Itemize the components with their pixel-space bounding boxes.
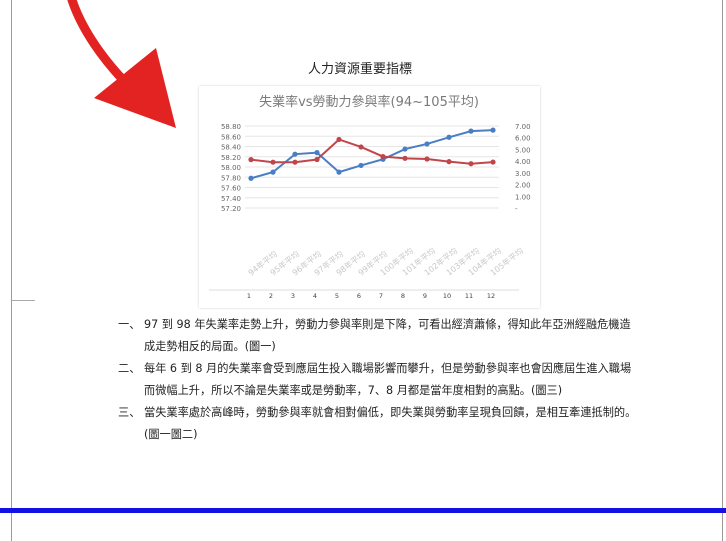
index-tick-label: 4 xyxy=(313,292,317,300)
data-point xyxy=(490,127,496,133)
chart-title: 失業率vs勞動力參與率(94~105平均) xyxy=(259,94,479,110)
paragraph-1: 一、 97 到 98 年失業率走勢上升，勞動力參與率則是下降，可看出經濟蕭條，得… xyxy=(118,314,638,358)
left-axis-tick-label: 57.60 xyxy=(221,185,241,193)
paragraph-number: 二、 xyxy=(118,362,141,375)
paragraph-text: 每年 6 到 8 月的失業率會受到應屆生投入職場影響而攀升，但是勞動參與率也會因… xyxy=(144,362,632,397)
data-point xyxy=(336,136,342,143)
left-axis-tick-label: 57.20 xyxy=(221,205,241,213)
series-line xyxy=(250,129,494,180)
left-axis-tick-label: 58.40 xyxy=(221,144,241,152)
data-point xyxy=(424,141,430,147)
index-tick-label: 6 xyxy=(357,292,361,300)
right-axis-tick-label: 6.00 xyxy=(515,135,531,143)
paragraph-number: 一、 xyxy=(118,318,141,331)
index-tick-label: 3 xyxy=(291,292,295,300)
left-axis-tick-label: 58.80 xyxy=(221,123,241,131)
right-axis-tick-label: - xyxy=(515,205,518,213)
left-axis-tick-label: 57.40 xyxy=(221,195,241,203)
left-axis-tick-label: 58.00 xyxy=(221,164,241,172)
body-text: 一、 97 到 98 年失業率走勢上升，勞動力參與率則是下降，可看出經濟蕭條，得… xyxy=(118,314,638,446)
left-axis-tick-label: 58.60 xyxy=(221,133,241,141)
data-point xyxy=(292,159,298,165)
paragraph-text: 97 到 98 年失業率走勢上升，勞動力參與率則是下降，可看出經濟蕭條，得知此年… xyxy=(144,318,631,353)
index-tick-label: 2 xyxy=(269,292,273,300)
paragraph-3: 三、 當失業率處於高峰時，勞動參與率就會相對偏低，即失業與勞動率呈現負回饋，是相… xyxy=(118,402,638,446)
left-axis-tick-label: 57.80 xyxy=(221,174,241,182)
data-point xyxy=(490,159,496,165)
data-point xyxy=(292,151,298,157)
data-point xyxy=(314,150,320,156)
data-point xyxy=(314,156,320,163)
chart-svg: 失業率vs勞動力參與率(94~105平均) 58.80 58.60 58.40 58.… xyxy=(209,94,531,300)
data-point xyxy=(358,162,364,169)
paragraph-text: 當失業率處於高峰時，勞動參與率就會相對偏低，即失業與勞動率呈現負回饋，是相互牽連… xyxy=(144,406,637,441)
right-axis-tick-label: 5.00 xyxy=(515,146,531,154)
paragraph-number: 三、 xyxy=(118,406,141,419)
index-tick-label: 1 xyxy=(247,292,251,300)
data-point xyxy=(248,175,254,181)
index-tick-label: 10 xyxy=(443,292,451,300)
index-tick-label: 7 xyxy=(379,292,383,300)
data-point xyxy=(270,159,276,165)
data-point xyxy=(446,134,452,140)
index-tick-label: 5 xyxy=(335,292,339,300)
data-point xyxy=(402,146,408,152)
chart-figure: 失業率vs勞動力參與率(94~105平均) 58.80 58.60 58.40 58.… xyxy=(199,86,540,308)
right-axis-tick-label: 1.00 xyxy=(515,193,531,201)
data-point xyxy=(424,156,430,162)
series-line xyxy=(250,138,494,165)
right-axis-tick-label: 3.00 xyxy=(515,170,531,178)
red-arrow-icon xyxy=(67,0,176,128)
data-point xyxy=(358,144,364,150)
data-point xyxy=(380,153,386,160)
data-point xyxy=(446,159,452,165)
index-tick-label: 11 xyxy=(465,292,473,300)
divider xyxy=(11,300,35,301)
index-tick-label: 9 xyxy=(423,292,427,300)
blue-divider-bar xyxy=(0,508,726,513)
right-axis-tick-label: 4.00 xyxy=(515,158,531,166)
right-axis-tick-label: 7.00 xyxy=(515,123,531,131)
data-point xyxy=(468,128,474,134)
data-point xyxy=(402,155,408,161)
data-point xyxy=(270,169,276,175)
left-axis-tick-label: 58.20 xyxy=(221,154,241,162)
index-tick-label: 12 xyxy=(487,292,495,300)
data-point xyxy=(336,169,342,175)
data-point xyxy=(468,161,474,167)
right-axis-tick-label: 2.00 xyxy=(515,182,531,190)
document-heading: 人力資源重要指標 xyxy=(307,62,412,77)
paragraph-2: 二、 每年 6 到 8 月的失業率會受到應屆生投入職場影響而攀升，但是勞動參與率… xyxy=(118,358,638,402)
index-tick-label: 8 xyxy=(401,292,405,300)
data-point xyxy=(248,157,254,163)
